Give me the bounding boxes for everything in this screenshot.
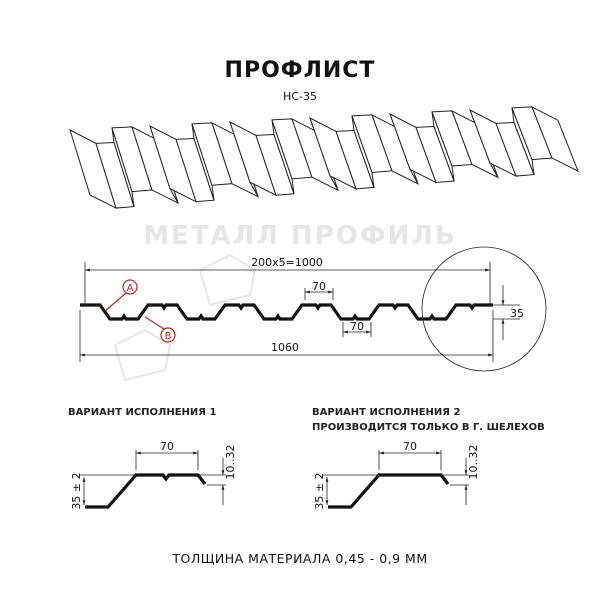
sheet-3d-view: [69, 105, 579, 210]
svg-text:B: B: [165, 331, 172, 342]
detail-circle: [421, 246, 547, 372]
variant-width: 70: [403, 440, 417, 453]
sheet-strip: [531, 105, 579, 173]
dim-pitch: 200x5=1000: [251, 256, 323, 269]
variant-1-caption: ВАРИАНТ ИСПОЛНЕНИЯ 1: [68, 407, 216, 418]
profile-section: 200x5=1000 1060 70 70 35 A B: [79, 246, 547, 372]
variant-2-drawing: 70 35 ± 2 10..32: [313, 440, 480, 510]
model-label: НС-35: [283, 90, 317, 103]
marker-a: A: [104, 279, 138, 312]
material-thickness: ТОЛЩИНА МАТЕРИАЛА 0,45 - 0,9 ММ: [171, 551, 427, 566]
svg-text:A: A: [127, 283, 134, 294]
dim-height: 35: [510, 307, 524, 320]
dim-bottom-width: 70: [350, 320, 364, 333]
variant-2-note: ПРОИЗВОДИТСЯ ТОЛЬКО В Г. ШЕЛЕХОВ: [312, 422, 545, 433]
variant-step: 10..32: [224, 445, 237, 480]
page-title: ПРОФЛИСТ: [225, 58, 376, 83]
dim-total-width: 1060: [271, 341, 299, 354]
variant-height: 35 ± 2: [313, 472, 326, 509]
variant-height: 35 ± 2: [70, 472, 83, 509]
marker-b: B: [144, 316, 176, 343]
variant-1-drawing: 70 35 ± 2 10..32: [70, 440, 237, 510]
watermark: МЕТАЛЛ ПРОФИЛЬ: [113, 221, 457, 382]
variant-2-caption: ВАРИАНТ ИСПОЛНЕНИЯ 2: [312, 407, 460, 418]
variant-width: 70: [160, 440, 174, 453]
variant-step: 10..32: [467, 445, 480, 480]
dim-top-width: 70: [312, 280, 326, 293]
watermark-text: МЕТАЛЛ ПРОФИЛЬ: [143, 221, 457, 251]
